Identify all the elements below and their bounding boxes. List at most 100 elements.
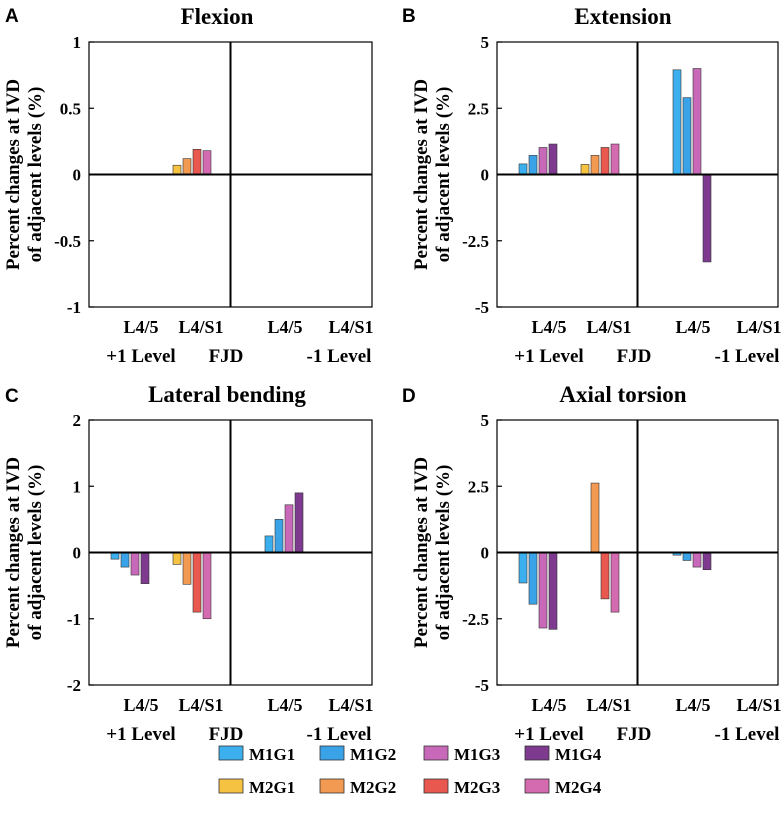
bar-m1g3-cat0 [130,552,140,576]
bar-m1g4-cat2 [294,492,304,553]
x-category-label: L4/S1 [178,695,223,715]
y-axis-label: Percent changes at IVDof adjacent levels… [3,79,46,270]
bar-m1g4-cat2 [702,552,712,571]
x-category-label: L4/5 [675,317,710,337]
legend-label-m1g1: M1G1 [249,745,295,764]
bar-m2g2-cat1 [590,482,600,553]
bar-m1g4-cat0 [140,552,150,584]
bar-m1g2-cat0 [528,155,538,175]
legend-swatch-m1g4 [524,745,550,761]
bar-m1g4-cat0 [548,143,558,175]
x-group-label: -1 Level [307,346,372,367]
x-group-label: +1 Level [514,346,583,367]
panel-label: C [5,386,19,407]
bar-m1g2-cat0 [120,552,130,568]
bar-m1g3-cat2 [692,552,702,568]
legend-label-m1g4: M1G4 [555,745,602,764]
bar-m2g1-cat1 [580,164,590,175]
x-group-label: FJD [209,346,244,367]
bar-m2g2-cat1 [182,552,192,585]
y-axis-label-line: of adjacent levels (%) [25,465,46,641]
legend: M1G1 M1G2 M1G3 M1G4 M2G1 M2G2 M2G3 M2G4 [218,745,602,797]
bar-m1g1-cat0 [518,552,528,584]
y-tick-label: 0 [481,166,490,185]
legend-swatch-m2g1 [218,778,244,794]
y-tick-label: 0.5 [60,99,81,118]
y-tick-label: 5 [481,411,490,430]
panel-b: B Extension 5 2.5 0 -2.5 -5 Percent changes at … [402,4,782,367]
legend-swatch-m2g3 [423,778,449,794]
y-tick-label: 2.5 [468,99,489,118]
legend-swatch-m1g3 [423,745,449,761]
bar-m1g3-cat2 [284,504,294,553]
legend-swatch-m2g2 [319,778,345,794]
bar-m2g4-cat1 [202,552,212,620]
bar-m1g1-cat0 [518,163,528,175]
panel-label: B [402,6,416,27]
y-axis-label-line: of adjacent levels (%) [433,465,454,641]
y-axis-label-line: Percent changes at IVD [411,79,432,270]
y-tick-label: -1 [67,298,81,317]
bar-m2g1-cat1 [172,164,182,175]
bar-m2g4-cat1 [610,552,620,613]
bar-m2g4-cat1 [610,143,620,175]
y-tick-label: 0 [481,544,490,563]
legend-label-m1g3: M1G3 [454,745,500,764]
legend-label-m2g2: M2G2 [350,778,396,797]
panel-d: D Axial torsion 5 2.5 0 -2.5 -5 Percent changes… [402,382,782,745]
x-category-label: L4/S1 [736,317,781,337]
y-tick-label: -0.5 [54,232,81,251]
x-category-label: L4/S1 [736,695,781,715]
bar-m1g1-cat2 [672,69,682,175]
x-category-label: L4/5 [675,695,710,715]
y-axis-label: Percent changes at IVDof adjacent levels… [411,79,454,270]
bar-m2g2-cat1 [590,155,600,175]
panel-title: Lateral bending [148,382,306,407]
panel-a: A Flexion 1 0.5 0 -0.5 -1 Percent changes at IV… [3,4,374,367]
x-category-label: L4/S1 [328,317,373,337]
y-axis-label-line: Percent changes at IVD [3,457,24,648]
y-axis-label-line: of adjacent levels (%) [433,87,454,263]
panel-label: A [5,6,19,27]
legend-label-m1g2: M1G2 [350,745,396,764]
legend-swatch-m2g4 [524,778,550,794]
y-tick-label: 5 [481,33,490,52]
y-tick-label: 1 [73,477,82,496]
legend-label-m2g1: M2G1 [249,778,295,797]
panel-title: Flexion [181,4,254,29]
y-tick-label: -1 [67,610,81,629]
y-axis-label-line: of adjacent levels (%) [25,87,46,263]
x-group-label: -1 Level [715,724,780,745]
bar-m2g3-cat1 [192,552,202,613]
bar-m2g3-cat1 [192,149,202,175]
bar-m2g2-cat1 [182,158,192,175]
panel-label: D [402,386,416,407]
x-category-label: L4/S1 [586,695,631,715]
bar-m1g3-cat2 [692,68,702,175]
y-axis-label-line: Percent changes at IVD [3,79,24,270]
y-tick-label: 2 [73,411,82,430]
x-category-label: L4/S1 [178,317,223,337]
y-tick-label: -2 [67,676,81,695]
bar-m1g3-cat0 [538,552,548,629]
x-group-label: +1 Level [106,724,175,745]
bar-m1g2-cat0 [528,552,538,605]
panel-title: Extension [574,4,671,29]
x-category-label: L4/5 [531,317,566,337]
x-group-label: FJD [209,724,244,745]
y-tick-label: -2.5 [462,232,489,251]
x-group-label: +1 Level [514,724,583,745]
bar-m2g3-cat1 [600,552,610,600]
bar-m2g1-cat1 [172,552,182,565]
legend-label-m2g4: M2G4 [555,778,602,797]
x-category-label: L4/5 [123,317,158,337]
bar-m1g2-cat2 [274,519,284,553]
bar-m1g2-cat2 [682,552,692,561]
legend-swatch-m1g2 [319,745,345,761]
x-group-label: +1 Level [106,346,175,367]
y-axis-label-line: Percent changes at IVD [411,457,432,648]
panel-c: C Lateral bending 2 1 0 -1 -2 Percent changes a… [3,382,374,745]
panel-title: Axial torsion [559,382,686,407]
y-tick-label: -2.5 [462,610,489,629]
